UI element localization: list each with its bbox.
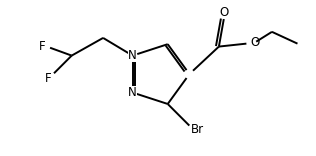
Text: O: O: [250, 36, 259, 49]
Text: N: N: [128, 49, 137, 62]
Text: O: O: [219, 6, 228, 19]
Text: F: F: [39, 40, 45, 53]
Text: Br: Br: [191, 123, 204, 136]
Text: F: F: [45, 72, 51, 85]
Text: N: N: [128, 86, 137, 99]
